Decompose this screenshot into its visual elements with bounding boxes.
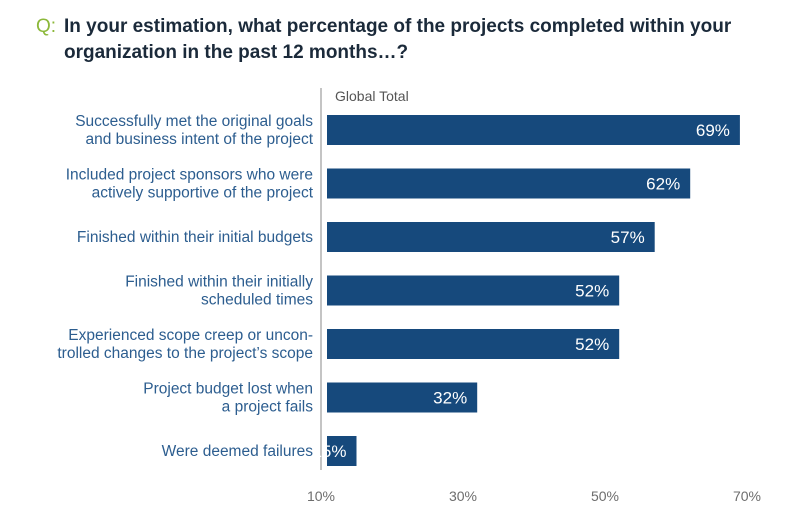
data-label-2: 62%: [646, 175, 680, 194]
category-label-1: Successfully met the original goals and b…: [75, 113, 313, 148]
data-label-6: 32%: [433, 389, 467, 408]
category-label-3: Finished within their initial budgets: [77, 229, 313, 246]
question: Q: In your estimation, what percentage o…: [36, 14, 776, 66]
question-text: In your estimation, what percentage of t…: [64, 16, 732, 63]
series-title: Global Total: [335, 88, 409, 104]
bar-7: [327, 436, 357, 466]
x-tick-label-3: 50%: [591, 488, 619, 504]
x-tick-label-2: 30%: [449, 488, 477, 504]
bar-6: [327, 382, 478, 413]
data-label-4: 52%: [575, 282, 609, 301]
x-tick-label-4: 70%: [733, 488, 761, 504]
bar-1: [327, 115, 740, 145]
category-label-7: Were deemed failures: [162, 443, 314, 460]
bar-4: [327, 275, 620, 306]
data-label-1: 69%: [696, 121, 730, 140]
category-label-5: Experienced scope creep or uncon-trolled…: [57, 327, 313, 362]
bar-2: [327, 168, 691, 199]
category-label-6: Project budget lost when a project fails: [143, 381, 313, 416]
data-label-5: 52%: [575, 335, 609, 354]
bar-3: [327, 222, 655, 252]
category-label-4: Finished within their initially scheduled…: [125, 274, 313, 309]
x-tick-label-1: 10%: [307, 488, 335, 504]
category-label-2: Included project sponsors who were active…: [66, 167, 314, 202]
data-label-3: 57%: [611, 228, 645, 247]
bar-5: [327, 329, 620, 359]
question-prefix: Q:: [36, 16, 57, 37]
data-label-7: 15%: [312, 442, 346, 461]
